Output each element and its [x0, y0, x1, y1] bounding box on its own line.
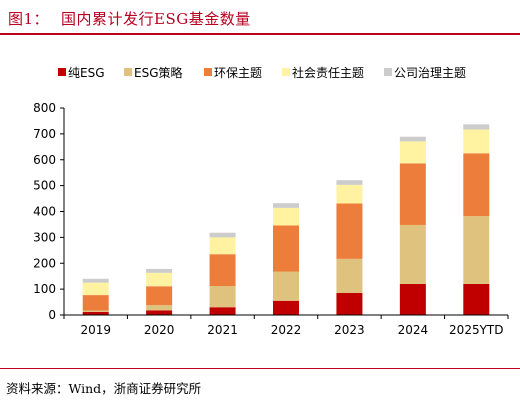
y-tick-label: 800	[33, 101, 56, 115]
bar-segment	[336, 203, 363, 259]
bar-segment	[82, 278, 109, 283]
bars	[82, 124, 490, 315]
bar-segment	[463, 153, 490, 217]
legend-swatch	[124, 68, 132, 76]
legend-label: ESG策略	[134, 65, 183, 80]
bar-segment	[146, 286, 173, 306]
figure-title-text: 国内累计发行ESG基金数量	[61, 10, 251, 28]
source-note: 资料来源：Wind，浙商证券研究所	[6, 381, 202, 396]
y-tick-label: 300	[33, 230, 56, 244]
x-tick-label: 2024	[398, 323, 429, 337]
y-tick-label: 500	[33, 179, 56, 193]
chart-legend: 纯ESG ESG策略 环保主题 社会责任主题 公司治理主题	[58, 65, 466, 80]
bar-segment	[336, 180, 363, 185]
legend-swatch	[384, 68, 392, 76]
bar-segment	[273, 225, 299, 272]
y-tick-label: 100	[33, 282, 56, 296]
legend-label: 纯ESG	[68, 66, 105, 80]
figure-label: 图1：	[8, 10, 50, 28]
bottom-rule	[0, 368, 520, 369]
bar-segment	[336, 293, 363, 315]
x-tick-label: 2021	[207, 323, 238, 337]
bar-segment	[209, 307, 236, 315]
bar-segment	[273, 207, 299, 226]
x-axis: 2019 2020 2021 2022 2023 2024 2025YTD	[63, 314, 509, 337]
legend-swatch	[58, 68, 66, 76]
title-rule	[0, 33, 520, 35]
y-axis: 0 100 200 300 400 500 600 700 800	[33, 101, 65, 322]
legend-label: 公司治理主题	[394, 66, 466, 80]
x-tick-label: 2025YTD	[449, 323, 503, 337]
x-tick-label: 2020	[144, 323, 175, 337]
y-tick-label: 600	[33, 153, 56, 167]
bar-segment	[463, 124, 490, 130]
y-tick-label: 0	[48, 308, 56, 322]
bar-segment	[82, 311, 109, 315]
bar-segment	[146, 305, 173, 311]
bar-segment	[463, 216, 490, 284]
bar-segment	[146, 272, 173, 287]
bar-segment	[399, 136, 426, 142]
bar-segment	[273, 271, 299, 301]
legend-swatch	[204, 68, 212, 76]
bar-segment	[463, 283, 490, 315]
bar-segment	[209, 286, 236, 308]
bar-segment	[146, 268, 173, 273]
y-tick-label: 200	[33, 256, 56, 270]
bar-segment	[209, 237, 236, 255]
bar-segment	[209, 254, 236, 287]
bar-segment	[463, 129, 490, 154]
bar-segment	[209, 232, 236, 238]
bar-segment	[82, 282, 109, 296]
bar-segment	[399, 283, 426, 315]
bar-segment	[336, 258, 363, 294]
legend-swatch	[282, 68, 290, 76]
bar-segment	[399, 141, 426, 164]
y-tick-label: 400	[33, 205, 56, 219]
legend-label: 社会责任主题	[292, 65, 364, 80]
bar-segment	[273, 300, 299, 315]
legend-label: 环保主题	[214, 66, 262, 80]
bar-segment	[399, 224, 426, 284]
bar-segment	[82, 310, 109, 312]
x-tick-label: 2022	[271, 323, 302, 337]
bar-segment	[399, 163, 426, 225]
bar-segment	[336, 184, 363, 204]
bar-segment	[146, 310, 173, 315]
figure-title: 图1： 国内累计发行ESG基金数量	[8, 8, 251, 29]
y-tick-label: 700	[33, 127, 56, 141]
bar-segment	[273, 203, 299, 208]
bar-segment	[82, 295, 109, 311]
x-tick-label: 2023	[334, 323, 365, 337]
stacked-bar-chart: 纯ESG ESG策略 环保主题 社会责任主题 公司治理主题 0 100 200 300 400 5…	[33, 65, 509, 337]
x-tick-label: 2019	[80, 323, 111, 337]
